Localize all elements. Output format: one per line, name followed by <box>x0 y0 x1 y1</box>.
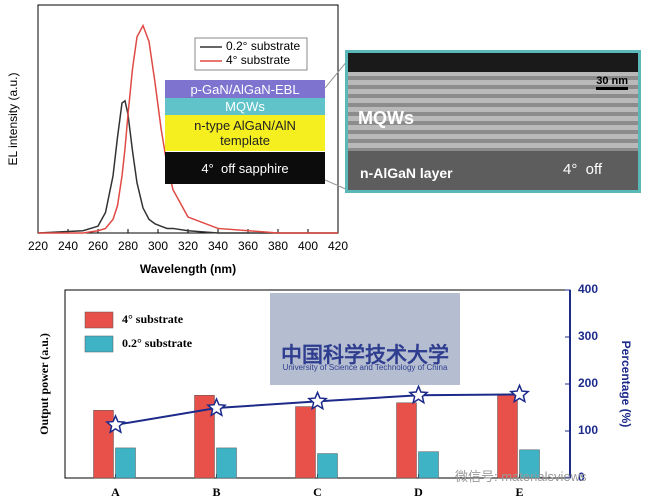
x-tick-label: D <box>414 485 423 499</box>
scale-bar: 30 nm <box>596 75 628 90</box>
marker <box>408 384 429 405</box>
y-axis-label: EL intensity (a.u.) <box>6 73 20 166</box>
legend-label: 0.2° substrate <box>226 39 301 53</box>
bar <box>295 406 316 479</box>
x-tick-label: 220 <box>28 239 48 253</box>
line-series <box>37 99 338 234</box>
x-tick-label: 300 <box>148 239 168 253</box>
bar <box>93 410 114 479</box>
x-tick-label: E <box>515 485 523 499</box>
legend-swatch <box>84 335 114 353</box>
marker <box>307 390 328 411</box>
tem-label: n-AlGaN layer <box>360 165 453 181</box>
x-tick-label: 320 <box>178 239 198 253</box>
layer-template: n-type AlGaN/AlN template <box>165 115 325 151</box>
logo-english: University of Science and Technology of … <box>282 363 448 372</box>
y-axis-label: Output power (a.u.) <box>37 333 51 435</box>
tem-label: MQWs <box>358 108 414 128</box>
legend-swatch <box>84 311 114 329</box>
x-tick-label: B <box>212 485 220 499</box>
legend-label: 4° substrate <box>122 312 184 326</box>
legend-label: 4° substrate <box>226 53 290 67</box>
bar <box>194 395 215 479</box>
tem-image: 30 nm MQWs n-AlGaN layer 4° off <box>345 50 641 193</box>
x-tick-label: 420 <box>328 239 348 253</box>
tem-substrate <box>348 151 638 190</box>
layer-sapphire: 4° off sapphire <box>165 152 325 184</box>
y2-tick-label: 400 <box>578 282 598 296</box>
connector <box>324 59 349 89</box>
marker <box>105 413 126 434</box>
logo-chinese: 中国科学技术大学 <box>281 344 449 367</box>
x-tick-label: 360 <box>238 239 258 253</box>
bar <box>115 447 136 479</box>
x-tick-label: A <box>111 485 120 499</box>
x-tick-label: 240 <box>58 239 78 253</box>
bar <box>418 451 439 479</box>
x-tick-label: 280 <box>118 239 138 253</box>
legend-box <box>194 37 308 71</box>
legend-label: 0.2° substrate <box>122 336 193 350</box>
marker <box>206 397 227 417</box>
x-tick-label: C <box>313 485 322 499</box>
line-series <box>38 23 338 234</box>
bar <box>216 447 237 479</box>
x-tick-label: 380 <box>268 239 288 253</box>
x-tick-label: 340 <box>208 239 228 253</box>
layer-ebl: p-GaN/AlGaN-EBL <box>165 80 325 98</box>
y2-axis-label: Percentage (%) <box>619 341 633 428</box>
y2-tick-label: 0 <box>578 470 585 484</box>
y2-tick-label: 100 <box>578 423 598 437</box>
x-tick-label: 400 <box>298 239 318 253</box>
bar <box>519 449 540 479</box>
watermark: 微信号: materialsviews <box>455 469 587 484</box>
x-tick-label: 260 <box>88 239 108 253</box>
marker <box>509 383 530 404</box>
y2-tick-label: 200 <box>578 376 598 390</box>
bar <box>317 453 338 479</box>
logo: 中国科学技术大学 University of Science and Techn… <box>270 293 460 385</box>
layer-mqw: MQWs <box>165 98 325 115</box>
y2-tick-label: 300 <box>578 329 598 343</box>
bar <box>396 402 417 479</box>
tem-angle: 4° off <box>563 161 603 178</box>
connector <box>324 179 349 191</box>
x-axis-label: Wavelength (nm) <box>140 262 236 276</box>
